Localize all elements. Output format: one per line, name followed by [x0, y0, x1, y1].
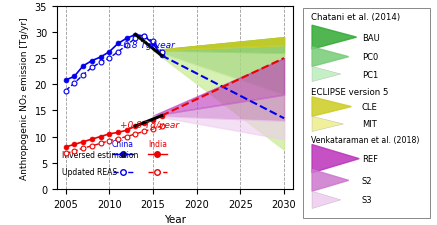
Text: S3: S3 — [362, 196, 372, 205]
Polygon shape — [312, 97, 351, 117]
Text: PC0: PC0 — [362, 53, 378, 62]
Polygon shape — [312, 48, 349, 67]
Text: Chatani et al. (2014): Chatani et al. (2014) — [311, 13, 400, 22]
Text: -0.8 Tg/year: -0.8 Tg/year — [120, 40, 175, 50]
Text: S2: S2 — [362, 176, 372, 185]
Text: Venkataraman et al. (2018): Venkataraman et al. (2018) — [311, 135, 419, 144]
Text: PC1: PC1 — [362, 70, 378, 79]
Text: +0.8 Tg/year: +0.8 Tg/year — [120, 120, 179, 129]
Polygon shape — [312, 145, 359, 173]
Polygon shape — [312, 170, 349, 191]
Text: MIT: MIT — [362, 120, 377, 129]
Polygon shape — [312, 67, 341, 82]
Text: ECLIPSE version 5: ECLIPSE version 5 — [311, 88, 388, 97]
Polygon shape — [312, 191, 341, 209]
Polygon shape — [312, 26, 357, 50]
X-axis label: Year: Year — [164, 214, 186, 224]
Polygon shape — [312, 117, 343, 132]
Text: CLE: CLE — [362, 103, 378, 112]
FancyBboxPatch shape — [303, 9, 430, 218]
Text: BAU: BAU — [362, 34, 380, 43]
Y-axis label: Anthropogenic NO₂ emission [Tg/yr]: Anthropogenic NO₂ emission [Tg/yr] — [20, 17, 29, 179]
Text: REF: REF — [362, 154, 378, 163]
